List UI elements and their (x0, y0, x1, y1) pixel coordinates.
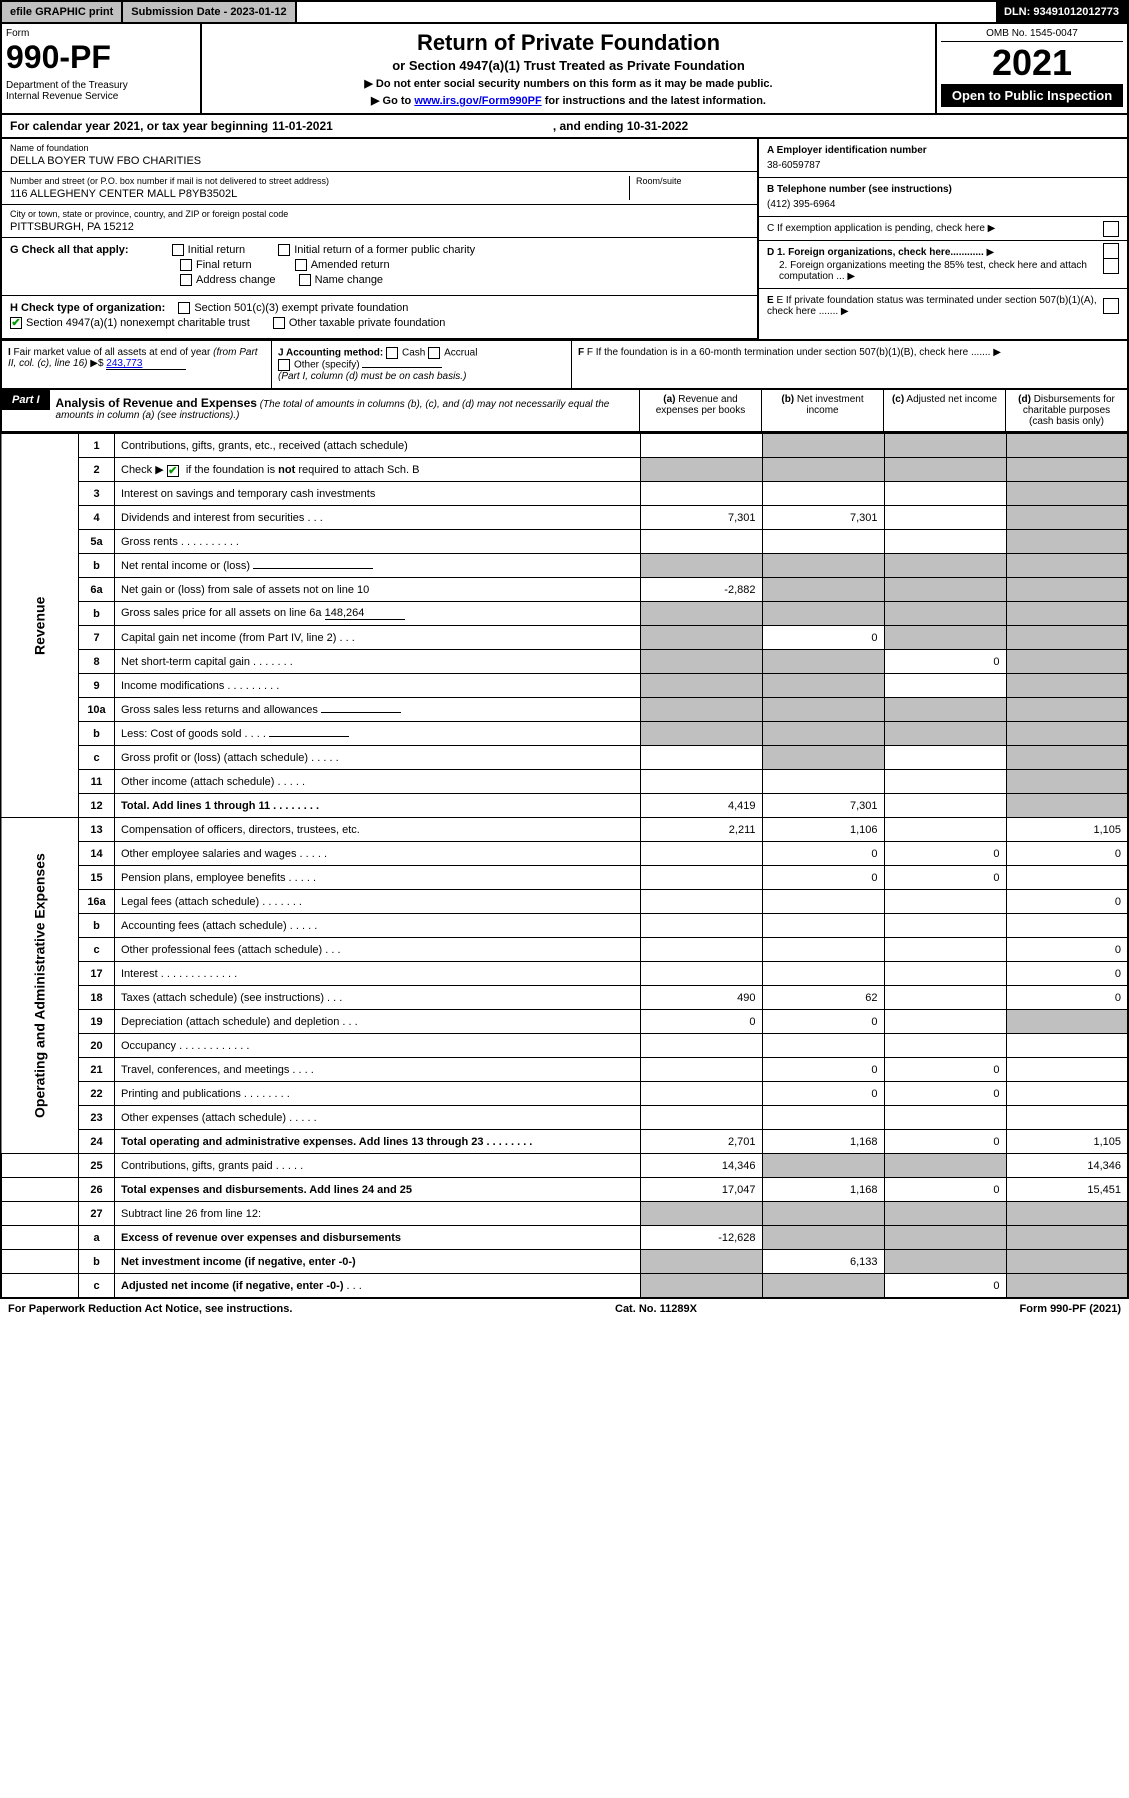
side-revenue: Revenue (1, 434, 79, 818)
form-subtitle: or Section 4947(a)(1) Trust Treated as P… (208, 58, 929, 73)
hij-row: I Fair market value of all assets at end… (0, 341, 1129, 390)
side-expenses: Operating and Administrative Expenses (1, 818, 79, 1154)
irs-link[interactable]: www.irs.gov/Form990PF (414, 95, 541, 107)
form-label: Form (6, 28, 196, 39)
note-ssn: ▶ Do not enter social security numbers o… (208, 77, 929, 90)
dln-label: DLN: 93491012012773 (996, 2, 1127, 22)
phone: (412) 395-6964 (767, 199, 1119, 210)
form-number: 990-PF (6, 39, 196, 76)
checkbox-other-tax[interactable] (273, 317, 285, 329)
checkbox-schb[interactable]: ✔ (167, 465, 179, 477)
form-header: Form 990-PF Department of the TreasuryIn… (0, 24, 1129, 115)
section-j: J Accounting method: Cash Accrual Other … (272, 341, 572, 388)
phone-cell: B Telephone number (see instructions) (4… (759, 178, 1127, 217)
col-d-head: (d) Disbursements for charitable purpose… (1005, 390, 1127, 431)
footer-right: Form 990-PF (2021) (1020, 1303, 1122, 1315)
section-d: D 1. Foreign organizations, check here..… (759, 241, 1127, 289)
section-e: E E If private foundation status was ter… (759, 289, 1127, 323)
ein: 38-6059787 (767, 160, 1119, 171)
section-h: H Check type of organization: Section 50… (2, 296, 757, 339)
part1-label: Part I (2, 390, 50, 410)
checkbox-final[interactable] (180, 259, 192, 271)
checkbox-initial-public[interactable] (278, 244, 290, 256)
section-g: G Check all that apply: Initial return I… (2, 238, 757, 296)
checkbox-e[interactable] (1103, 298, 1119, 314)
checkbox-c[interactable] (1103, 221, 1119, 237)
foundation-name-cell: Name of foundation DELLA BOYER TUW FBO C… (2, 139, 757, 172)
col-c-head: (c) Adjusted net income (883, 390, 1005, 431)
tax-year: 2021 (941, 42, 1123, 84)
year-end-label: , and ending 10-31-2022 (553, 119, 688, 133)
calendar-year-row: For calendar year 2021, or tax year begi… (0, 115, 1129, 139)
checkbox-4947[interactable]: ✔ (10, 317, 22, 329)
address-cell: Number and street (or P.O. box number if… (2, 172, 757, 205)
section-f: F F If the foundation is in a 60-month t… (572, 341, 1127, 388)
checkbox-cash[interactable] (386, 347, 398, 359)
info-grid: Name of foundation DELLA BOYER TUW FBO C… (0, 139, 1129, 341)
col-b-head: (b) Net investment income (761, 390, 883, 431)
checkbox-amended[interactable] (295, 259, 307, 271)
page-footer: For Paperwork Reduction Act Notice, see … (0, 1299, 1129, 1319)
info-right: A Employer identification number 38-6059… (757, 139, 1127, 339)
city-cell: City or town, state or province, country… (2, 205, 757, 238)
checkbox-initial[interactable] (172, 244, 184, 256)
omb-number: OMB No. 1545-0047 (941, 28, 1123, 42)
checkbox-other-acct[interactable] (278, 359, 290, 371)
top-bar: efile GRAPHIC print Submission Date - 20… (0, 0, 1129, 24)
col-a-head: (a) Revenue and expenses per books (639, 390, 761, 431)
efile-label[interactable]: efile GRAPHIC print (2, 2, 123, 22)
foundation-name: DELLA BOYER TUW FBO CHARITIES (10, 155, 749, 167)
open-public: Open to Public Inspection (941, 84, 1123, 107)
city: PITTSBURGH, PA 15212 (10, 221, 749, 233)
fmv-value[interactable]: 243,773 (106, 358, 186, 370)
ein-cell: A Employer identification number 38-6059… (759, 139, 1127, 178)
checkbox-accrual[interactable] (428, 347, 440, 359)
checkbox-501c3[interactable] (178, 302, 190, 314)
header-right: OMB No. 1545-0047 2021 Open to Public In… (937, 24, 1127, 113)
checkbox-name[interactable] (299, 274, 311, 286)
checkbox-address[interactable] (180, 274, 192, 286)
submission-date: Submission Date - 2023-01-12 (123, 2, 296, 22)
dept-label: Department of the TreasuryInternal Reven… (6, 80, 196, 102)
checkbox-d2[interactable] (1103, 258, 1119, 274)
footer-mid: Cat. No. 11289X (615, 1303, 697, 1315)
checkbox-d1[interactable] (1103, 243, 1119, 259)
footer-left: For Paperwork Reduction Act Notice, see … (8, 1303, 292, 1315)
info-left: Name of foundation DELLA BOYER TUW FBO C… (2, 139, 757, 339)
address: 116 ALLEGHENY CENTER MALL P8YB3502L (10, 188, 629, 200)
year-begin: 11-01-2021 (272, 119, 333, 133)
form-title: Return of Private Foundation (208, 30, 929, 56)
note-link: ▶ Go to www.irs.gov/Form990PF for instru… (208, 94, 929, 107)
section-i: I Fair market value of all assets at end… (2, 341, 272, 388)
section-c: C If exemption application is pending, c… (759, 217, 1127, 241)
header-center: Return of Private Foundation or Section … (202, 24, 937, 113)
main-table: Revenue 1Contributions, gifts, grants, e… (0, 433, 1129, 1299)
header-left: Form 990-PF Department of the TreasuryIn… (2, 24, 202, 113)
part1-header: Part I Analysis of Revenue and Expenses … (0, 390, 1129, 433)
